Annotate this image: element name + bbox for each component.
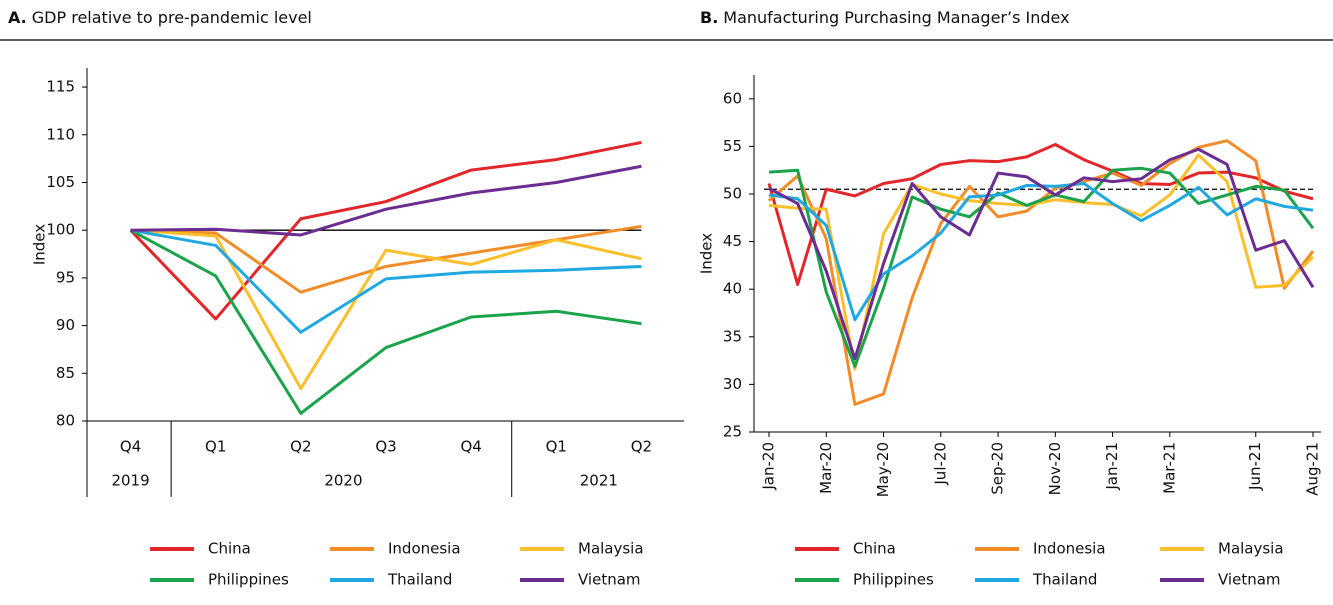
y-tick-label: 80 (56, 412, 75, 430)
series-line (767, 142, 1314, 286)
legend-label: China (208, 540, 251, 558)
series-line (130, 228, 642, 334)
x-tick-label: Jul-20 (931, 442, 949, 486)
y-tick-label: 30 (723, 375, 742, 393)
x-tick-label: Jan-20 (760, 442, 778, 491)
x-tick-label: May-20 (874, 442, 892, 497)
legend-label: Indonesia (1033, 540, 1106, 558)
y-tick-label: 55 (723, 137, 742, 155)
title-prefix: B. (700, 8, 718, 27)
y-axis-label: Index (31, 224, 49, 265)
series-line (129, 140, 642, 321)
x-tick-label: Q3 (375, 438, 396, 456)
legend-label: Indonesia (388, 540, 461, 558)
title-text: GDP relative to pre-pandemic level (32, 8, 312, 27)
year-label: 2021 (580, 472, 618, 490)
year-label: 2019 (111, 472, 149, 490)
legend-label: Malaysia (1218, 540, 1284, 558)
x-tick-label: Q4 (460, 438, 481, 456)
x-tick-label: Mar-20 (817, 442, 835, 494)
legend-label: Thailand (387, 571, 452, 589)
x-tick-label: Q1 (205, 438, 226, 456)
y-tick-label: 45 (723, 232, 742, 250)
x-tick-label: Nov-20 (1046, 442, 1064, 495)
series-line (130, 164, 642, 237)
legend-label: Malaysia (578, 540, 644, 558)
legend-label: Thailand (1032, 571, 1097, 589)
chart-title: B. Manufacturing Purchasing Manager’s Ind… (700, 8, 1070, 27)
x-tick-label: Q2 (631, 438, 652, 456)
x-tick-label: Jan-21 (1103, 442, 1121, 491)
y-tick-label: 35 (723, 327, 742, 345)
title-prefix: A. (8, 8, 27, 27)
x-tick-label: Q1 (546, 438, 567, 456)
series-line (768, 147, 1315, 361)
y-tick-label: 40 (723, 280, 742, 298)
year-label: 2020 (324, 472, 362, 490)
series-line (768, 166, 1315, 368)
y-tick-label: 115 (46, 78, 75, 96)
chart-title: A. GDP relative to pre-pandemic level (8, 8, 312, 27)
y-tick-label: 85 (56, 364, 75, 382)
x-tick-label: Sep-20 (989, 442, 1007, 495)
series-line (130, 228, 642, 391)
x-tick-label: Aug-21 (1304, 442, 1322, 496)
y-axis-label: Index (698, 233, 716, 274)
legend-label: Vietnam (1218, 571, 1281, 589)
x-tick-label: Mar-21 (1160, 442, 1178, 494)
legend-label: Philippines (853, 571, 934, 589)
x-tick-label: Q2 (290, 438, 311, 456)
y-tick-label: 25 (723, 423, 742, 441)
y-tick-label: 95 (56, 268, 75, 286)
legend-label: China (853, 540, 896, 558)
x-tick-label: Q4 (120, 438, 141, 456)
y-tick-label: 100 (46, 221, 75, 239)
legend-label: Philippines (208, 571, 289, 589)
y-tick-label: 105 (46, 173, 75, 191)
y-tick-label: 60 (723, 89, 742, 107)
x-tick-label: Jun-21 (1246, 442, 1264, 491)
y-tick-label: 90 (56, 316, 75, 334)
y-tick-label: 110 (46, 125, 75, 143)
legend-label: Vietnam (578, 571, 641, 589)
y-tick-label: 50 (723, 185, 742, 203)
series-line (129, 228, 642, 415)
title-text: Manufacturing Purchasing Manager’s Index (723, 8, 1069, 27)
